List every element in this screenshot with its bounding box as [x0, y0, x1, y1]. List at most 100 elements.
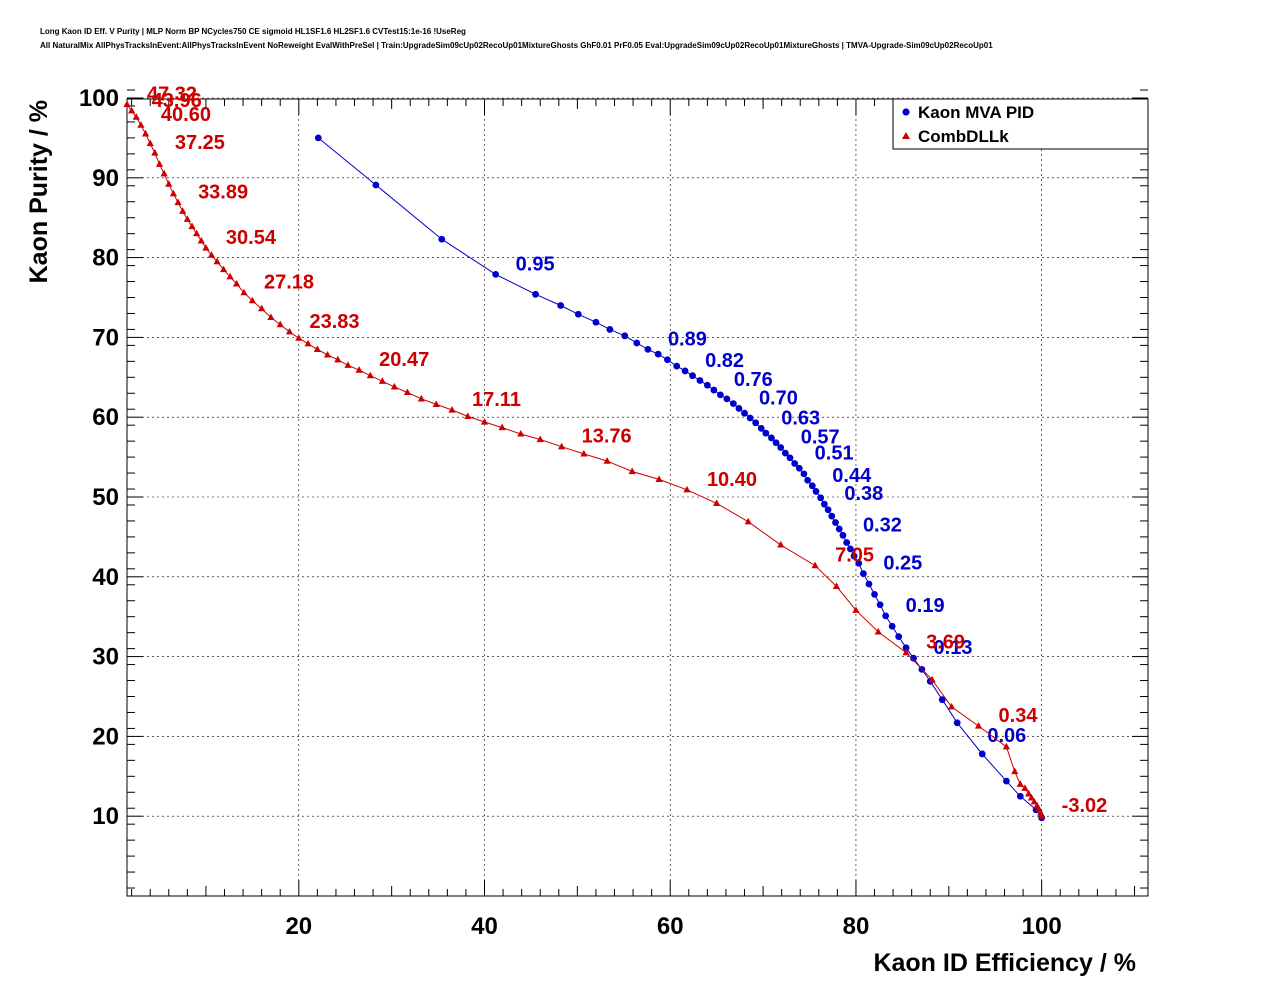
data-point — [165, 180, 173, 187]
data-point — [1030, 797, 1038, 805]
data-point — [448, 406, 456, 413]
data-point — [703, 381, 711, 389]
data-point — [355, 366, 363, 373]
data-point — [304, 339, 312, 347]
data-point — [888, 622, 896, 630]
data-point — [817, 494, 825, 502]
data-label: 30.54 — [226, 227, 277, 249]
y-tick-label: 40 — [92, 564, 119, 591]
data-point — [1016, 780, 1024, 787]
data-point — [390, 382, 399, 390]
data-point — [1002, 742, 1010, 750]
x-axis-title: Kaon ID Efficiency / % — [873, 949, 1136, 977]
data-point — [812, 488, 820, 495]
data-point — [811, 561, 819, 569]
data-point — [628, 467, 636, 475]
data-point — [258, 304, 266, 312]
y-tick-label: 60 — [92, 404, 119, 431]
data-label: 0.63 — [781, 407, 820, 429]
y-tick-label: 30 — [92, 644, 119, 671]
data-point — [492, 270, 500, 278]
data-point — [786, 454, 794, 462]
data-point — [716, 391, 724, 399]
data-point — [197, 236, 205, 244]
data-point — [713, 499, 721, 506]
data-point — [828, 512, 836, 520]
data-point — [800, 470, 808, 478]
data-point — [378, 377, 386, 384]
data-point — [681, 367, 689, 375]
data-label: 17.11 — [472, 389, 521, 411]
data-point — [865, 580, 873, 588]
data-point — [808, 482, 816, 490]
data-point — [644, 345, 652, 353]
data-point — [606, 326, 614, 333]
data-point — [938, 696, 946, 704]
data-point — [710, 386, 718, 394]
data-point — [193, 229, 201, 237]
data-point — [621, 332, 629, 340]
data-point — [132, 113, 140, 120]
data-point — [137, 121, 145, 128]
data-point — [128, 106, 136, 114]
y-tick-label: 80 — [92, 245, 119, 272]
y-tick-label: 70 — [92, 324, 119, 351]
data-point — [741, 409, 748, 417]
data-point — [768, 434, 775, 442]
data-label: 0.13 — [934, 637, 973, 659]
data-point — [536, 435, 544, 443]
data-point — [151, 149, 159, 156]
data-point — [248, 296, 256, 304]
y-axis-title: Kaon Purity / % — [25, 100, 53, 283]
data-point — [1011, 767, 1019, 775]
data-label: 37.25 — [175, 132, 225, 154]
data-point — [781, 449, 789, 457]
data-point — [219, 265, 228, 273]
data-point — [557, 302, 565, 309]
data-point — [839, 531, 847, 539]
data-point — [855, 559, 863, 567]
data-label: 0.34 — [999, 705, 1039, 727]
data-point — [744, 517, 752, 525]
data-point — [791, 460, 799, 467]
x-tick-label: 40 — [471, 913, 498, 940]
data-point — [557, 442, 566, 450]
data-point — [850, 552, 858, 560]
chart-title-line-2: All NaturalMix AllPhysTracksInEvent:AllP… — [40, 41, 993, 50]
data-label: 33.89 — [198, 182, 248, 204]
data-label: 23.83 — [310, 311, 360, 333]
data-point — [689, 372, 696, 380]
data-point — [213, 257, 221, 265]
data-point — [480, 417, 489, 425]
data-point — [169, 189, 178, 197]
data-point — [314, 134, 322, 142]
data-point — [757, 424, 765, 432]
y-tick-label: 100 — [79, 85, 119, 112]
data-point — [1027, 793, 1036, 801]
data-label: 0.38 — [844, 483, 883, 505]
data-label: 0.95 — [516, 253, 555, 275]
data-point — [403, 388, 412, 396]
data-point — [804, 476, 812, 484]
data-point — [874, 627, 882, 635]
data-point — [285, 327, 294, 335]
data-point — [592, 318, 600, 326]
data-point — [295, 334, 303, 341]
data-point — [683, 485, 691, 493]
data-label: 0.89 — [668, 328, 707, 350]
series-kaon-mva-pid — [314, 134, 1046, 822]
data-label: 0.70 — [759, 387, 798, 409]
data-point — [372, 181, 380, 189]
series-line — [126, 104, 1043, 817]
x-tick-label: 100 — [1022, 913, 1062, 940]
data-point — [729, 400, 737, 408]
data-point — [232, 279, 241, 287]
data-point — [655, 475, 663, 483]
data-label: 47.32 — [147, 83, 197, 105]
data-point — [846, 545, 854, 553]
data-point — [267, 313, 275, 321]
data-label: 20.47 — [379, 349, 429, 371]
data-point — [746, 414, 754, 422]
data-point — [603, 457, 611, 464]
